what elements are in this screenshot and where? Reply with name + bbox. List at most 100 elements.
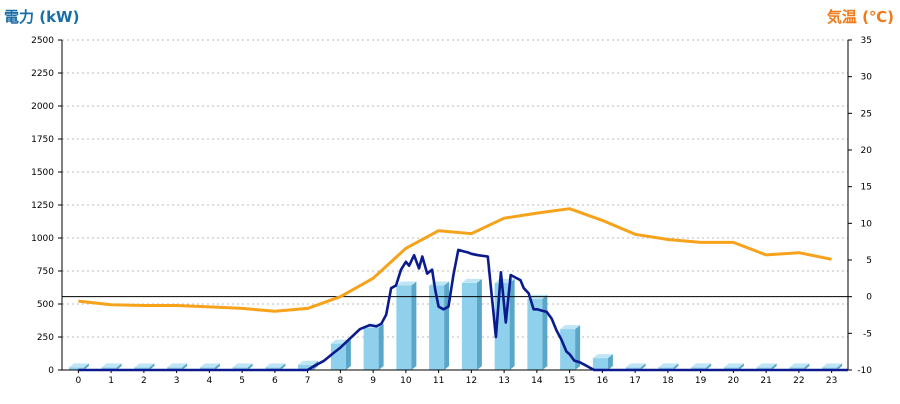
bar-front xyxy=(167,367,183,370)
bar-side xyxy=(411,281,417,370)
bar xyxy=(429,281,450,370)
bar-front xyxy=(822,367,838,370)
bar-top xyxy=(68,363,89,368)
left-tick-label: 1500 xyxy=(31,168,54,178)
x-tick-label: 20 xyxy=(728,376,740,386)
left-tick-label: 250 xyxy=(37,333,54,343)
bar-top xyxy=(167,363,188,368)
bar xyxy=(625,363,646,370)
bar-top xyxy=(199,363,220,368)
right-tick-label: 25 xyxy=(861,109,872,119)
x-tick-label: 19 xyxy=(695,376,707,386)
bar-front xyxy=(625,367,641,370)
bar-front xyxy=(265,367,281,370)
bar xyxy=(134,363,155,370)
bar-side xyxy=(444,281,450,370)
bar xyxy=(658,363,679,370)
x-tick-label: 1 xyxy=(108,376,114,386)
left-tick-label: 2500 xyxy=(31,36,54,46)
x-tick-label: 8 xyxy=(338,376,344,386)
bar xyxy=(363,323,384,370)
bar-top xyxy=(396,281,417,286)
bar-top xyxy=(232,363,253,368)
x-tick-label: 18 xyxy=(662,376,674,386)
bar-top xyxy=(723,363,744,368)
bar-side xyxy=(706,363,712,370)
bar-top xyxy=(756,363,777,368)
left-tick-label: 2000 xyxy=(31,102,54,112)
bar xyxy=(101,363,122,370)
right-axis-title: 気温 (℃) xyxy=(826,8,894,26)
bar-side xyxy=(738,363,744,370)
left-tick-label: 750 xyxy=(37,267,54,277)
bar-top xyxy=(101,363,122,368)
bar-side xyxy=(345,339,351,370)
x-tick-label: 12 xyxy=(466,376,477,386)
right-tick-label: 10 xyxy=(861,219,873,229)
bar-side xyxy=(214,363,220,370)
bar-front xyxy=(199,367,215,370)
left-tick-label: 1250 xyxy=(31,201,54,211)
bar-front xyxy=(68,367,84,370)
x-tick-label: 11 xyxy=(433,376,444,386)
x-tick-label: 13 xyxy=(498,376,509,386)
bar-side xyxy=(83,363,89,370)
bar-side xyxy=(247,363,253,370)
x-tick-label: 2 xyxy=(141,376,147,386)
bar-top xyxy=(691,363,712,368)
bar xyxy=(756,363,777,370)
bar xyxy=(691,363,712,370)
bar-side xyxy=(280,363,286,370)
bar-front xyxy=(560,329,576,370)
bar-side xyxy=(542,294,548,370)
bar-front xyxy=(298,364,314,370)
right-tick-label: -5 xyxy=(863,329,872,339)
bar-front xyxy=(691,367,707,370)
bar xyxy=(527,294,548,370)
bar-front xyxy=(396,285,412,370)
bar-front xyxy=(363,327,379,370)
bar-top xyxy=(560,325,581,330)
x-tick-label: 14 xyxy=(531,376,543,386)
bar-front xyxy=(723,367,739,370)
bar xyxy=(167,363,188,370)
bar xyxy=(330,339,351,370)
x-tick-label: 17 xyxy=(629,376,640,386)
right-tick-label: 5 xyxy=(866,256,872,266)
bar xyxy=(789,363,810,370)
bar xyxy=(560,325,581,370)
bar-top xyxy=(265,363,286,368)
bar xyxy=(265,363,286,370)
right-tick-label: -10 xyxy=(857,366,872,376)
bar xyxy=(396,281,417,370)
right-tick-label: 20 xyxy=(861,146,873,156)
bar-side xyxy=(640,363,646,370)
x-tick-label: 16 xyxy=(597,376,609,386)
bar-top xyxy=(789,363,810,368)
bar-side xyxy=(149,363,155,370)
power-line xyxy=(78,248,848,372)
x-tick-label: 23 xyxy=(826,376,837,386)
bar-front xyxy=(592,358,608,370)
left-tick-label: 0 xyxy=(48,366,54,376)
bar xyxy=(68,363,89,370)
x-tick-label: 15 xyxy=(564,376,575,386)
bar-top xyxy=(298,360,319,365)
bar-front xyxy=(756,367,772,370)
right-tick-label: 0 xyxy=(866,293,872,303)
temperature-line xyxy=(78,207,832,313)
bar-side xyxy=(575,325,581,370)
left-tick-label: 2250 xyxy=(31,69,54,79)
bar-top xyxy=(658,363,679,368)
x-tick-label: 22 xyxy=(793,376,804,386)
bar-side xyxy=(837,363,843,370)
left-tick-label: 500 xyxy=(37,300,54,310)
right-tick-label: 30 xyxy=(861,73,873,83)
left-axis-title: 電力 (kW) xyxy=(4,8,80,26)
x-tick-label: 6 xyxy=(272,376,278,386)
bar xyxy=(232,363,253,370)
bar-front xyxy=(527,298,543,370)
bar-side xyxy=(116,363,122,370)
